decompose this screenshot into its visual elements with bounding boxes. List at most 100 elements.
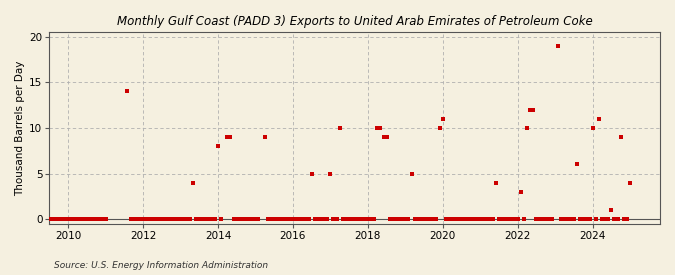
Point (319, 217, 329, 221)
Point (369, 217, 379, 221)
Point (593, 117, 604, 121)
Point (297, 217, 308, 221)
Point (524, 108, 535, 112)
Point (56, 217, 67, 221)
Point (406, 171, 417, 176)
Point (159, 217, 170, 221)
Point (478, 217, 489, 221)
Point (434, 126, 445, 130)
Point (372, 126, 383, 130)
Point (356, 217, 367, 221)
Point (422, 217, 433, 221)
Point (275, 217, 286, 221)
Point (347, 217, 358, 221)
Point (447, 217, 458, 221)
Point (309, 217, 320, 221)
Text: Source: U.S. Energy Information Administration: Source: U.S. Energy Information Administ… (54, 260, 268, 270)
Point (203, 217, 214, 221)
Point (391, 217, 402, 221)
Point (213, 144, 223, 148)
Point (528, 108, 539, 112)
Point (234, 217, 245, 221)
Point (616, 135, 626, 139)
Point (418, 217, 429, 221)
Point (394, 217, 404, 221)
Point (518, 217, 529, 221)
Point (100, 217, 111, 221)
Point (272, 217, 283, 221)
Point (281, 217, 292, 221)
Point (328, 217, 339, 221)
Point (537, 217, 548, 221)
Point (362, 217, 373, 221)
Point (134, 217, 145, 221)
Point (531, 217, 542, 221)
Point (584, 217, 595, 221)
Point (72, 217, 83, 221)
Point (541, 217, 551, 221)
Point (44, 217, 55, 221)
Title: Monthly Gulf Coast (PADD 3) Exports to United Arab Emirates of Petroleum Coke: Monthly Gulf Coast (PADD 3) Exports to U… (117, 15, 593, 28)
Point (597, 217, 608, 221)
Point (97, 217, 108, 221)
Point (440, 217, 451, 221)
Point (94, 217, 105, 221)
Point (566, 217, 576, 221)
Point (65, 217, 76, 221)
Point (38, 217, 49, 221)
Point (225, 135, 236, 139)
Point (178, 217, 189, 221)
Point (575, 217, 586, 221)
Point (247, 217, 258, 221)
Point (166, 217, 177, 221)
Point (316, 217, 327, 221)
Point (238, 217, 248, 221)
Point (290, 217, 301, 221)
Point (253, 217, 264, 221)
Point (215, 217, 226, 221)
Point (599, 217, 610, 221)
Point (138, 217, 148, 221)
Point (618, 217, 629, 221)
Point (222, 135, 233, 139)
Point (163, 217, 173, 221)
Point (284, 217, 295, 221)
Point (250, 217, 261, 221)
Point (443, 217, 454, 221)
Point (378, 135, 389, 139)
Point (197, 217, 208, 221)
Point (278, 217, 289, 221)
Point (590, 217, 601, 221)
Point (232, 217, 242, 221)
Point (568, 217, 579, 221)
Point (472, 217, 483, 221)
Point (75, 217, 86, 221)
Point (157, 217, 167, 221)
Point (325, 171, 335, 176)
Point (341, 217, 352, 221)
Point (384, 217, 395, 221)
Point (456, 217, 467, 221)
Point (493, 217, 504, 221)
Point (375, 126, 385, 130)
Point (497, 217, 508, 221)
Point (34, 217, 45, 221)
Point (144, 217, 155, 221)
Point (51, 217, 61, 221)
Point (387, 217, 398, 221)
Point (32, 217, 43, 221)
Point (397, 217, 408, 221)
Point (453, 217, 464, 221)
Point (334, 126, 345, 130)
Point (612, 217, 623, 221)
Point (184, 217, 195, 221)
Point (522, 126, 533, 130)
Point (437, 117, 448, 121)
Point (150, 217, 161, 221)
Point (82, 217, 92, 221)
Point (194, 217, 205, 221)
Point (59, 217, 70, 221)
Point (578, 217, 589, 221)
Point (209, 217, 220, 221)
Point (331, 217, 342, 221)
